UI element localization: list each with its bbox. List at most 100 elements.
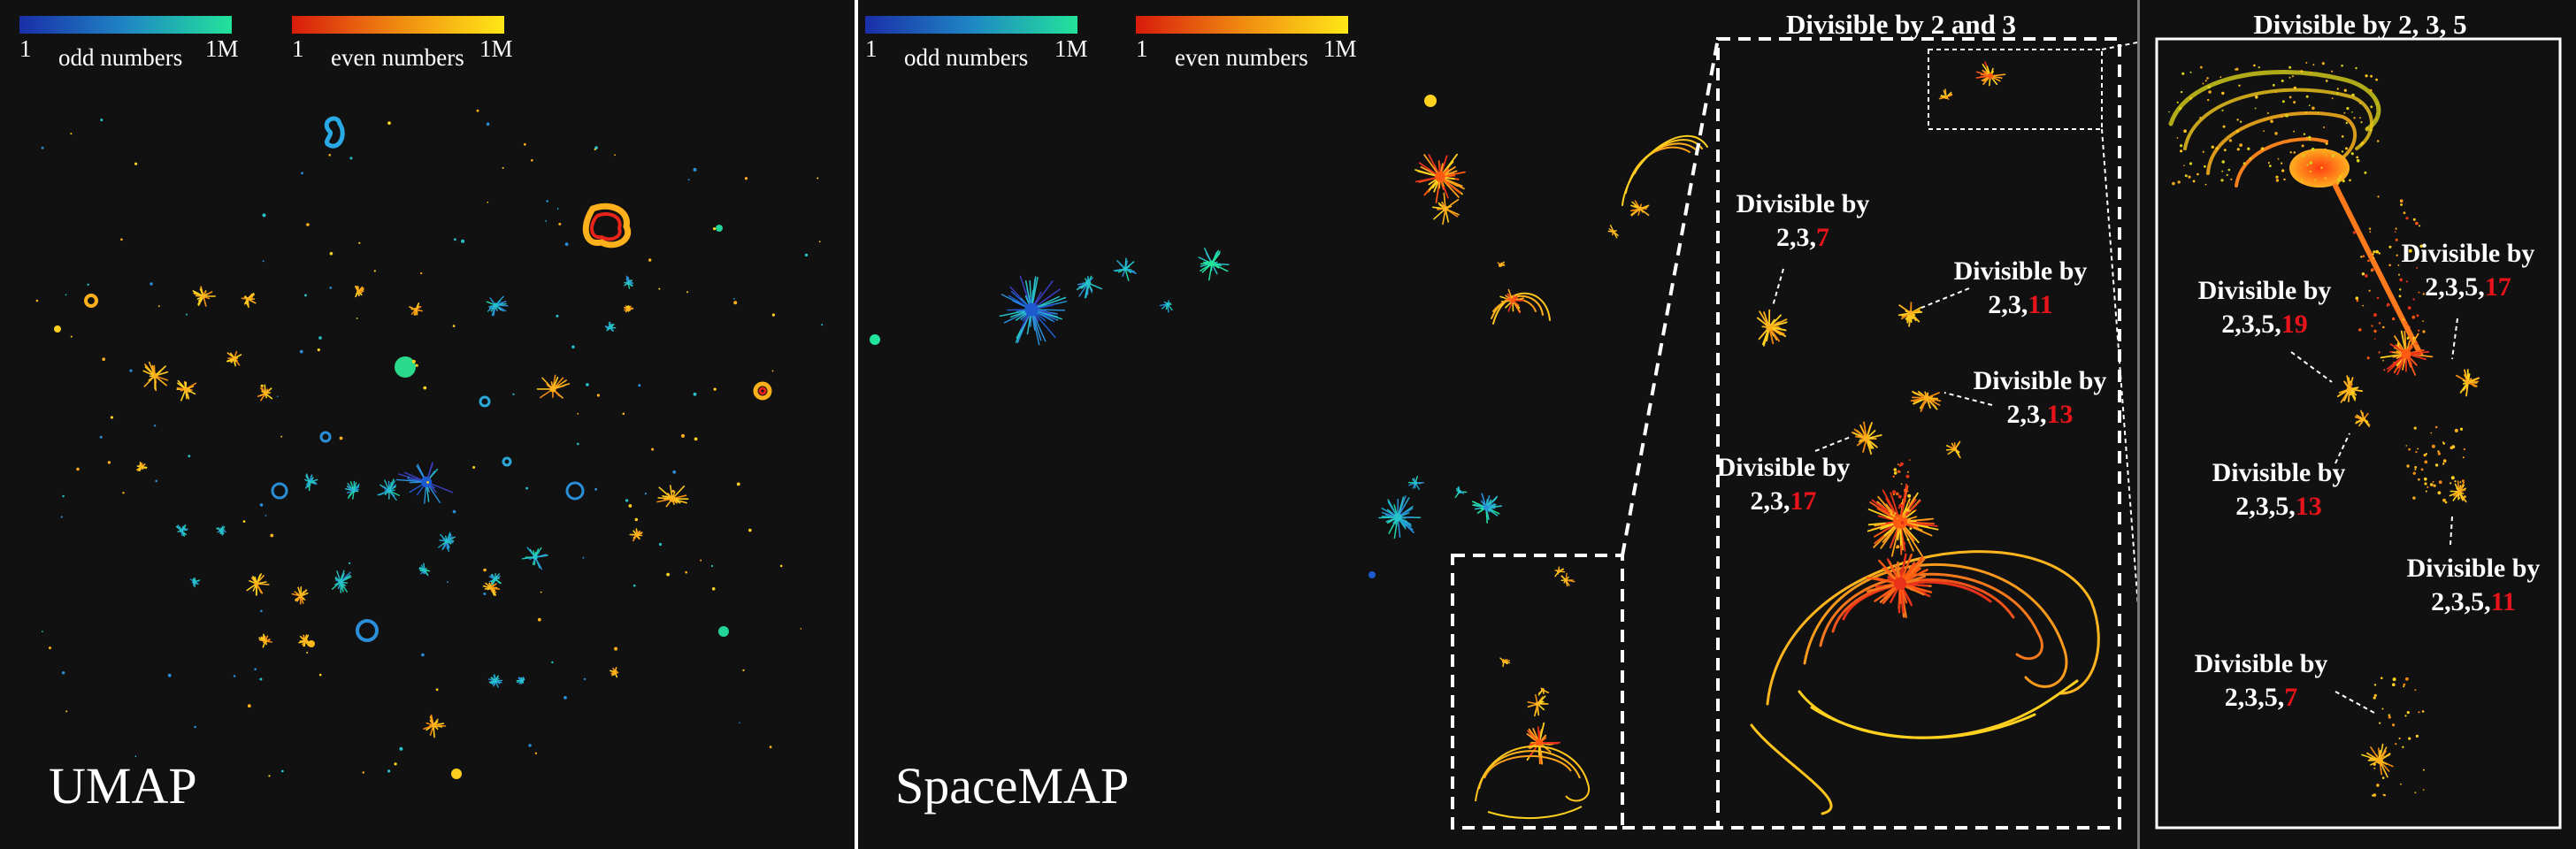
scatter-point <box>2414 342 2417 346</box>
scatter-point <box>564 696 567 700</box>
scatter-point <box>2424 477 2427 481</box>
cluster-core <box>2346 386 2353 393</box>
zoom2-shell-4 <box>2235 137 2328 187</box>
scatter-point <box>502 166 504 169</box>
scatter-point <box>2395 227 2397 230</box>
spacemap-even-name: even numbers <box>1175 44 1308 71</box>
scatter-point <box>2392 723 2396 727</box>
cluster-core <box>635 533 639 537</box>
cluster-core <box>1024 302 1039 317</box>
scatter-point <box>487 201 489 203</box>
scatter-point <box>2266 112 2269 114</box>
scatter-point <box>2301 179 2304 181</box>
scatter-point <box>2293 86 2296 89</box>
zoom1-core-cluster <box>1866 553 1933 618</box>
scatter-point <box>2366 126 2369 130</box>
scatter-point <box>339 436 343 440</box>
cluster-core <box>1863 435 1870 442</box>
scatter-point <box>2412 471 2416 475</box>
scatter-point <box>736 482 740 486</box>
scatter-point <box>2350 152 2354 156</box>
scatter-point <box>2437 452 2442 455</box>
scatter-point <box>260 609 263 613</box>
scatter-point <box>666 572 670 577</box>
scatter-point <box>452 509 456 514</box>
scatter-point <box>1906 538 1910 541</box>
scatter-point <box>571 345 575 349</box>
scatter-point <box>2239 120 2242 123</box>
scatter-point <box>2311 148 2315 151</box>
scatter-point <box>2380 768 2382 771</box>
cluster-core <box>1612 230 1615 233</box>
umap-even-cluster <box>246 573 270 596</box>
scatter-point <box>2221 170 2224 172</box>
umap-odd-cluster <box>189 577 201 588</box>
umap-even-cluster <box>423 714 447 738</box>
scatter-point <box>2208 90 2212 94</box>
scatter-point <box>2172 181 2175 186</box>
scatter-point <box>2399 278 2403 282</box>
zoom2-beam-points <box>2352 195 2426 371</box>
scatter-point <box>594 487 597 491</box>
scatter-point <box>415 363 418 367</box>
scatter-point <box>2414 466 2418 469</box>
scatter-point <box>2395 238 2398 241</box>
scatter-point <box>2375 78 2379 81</box>
scatter-point <box>2451 445 2456 449</box>
scatter-point <box>2312 64 2315 66</box>
scatter-point <box>2388 264 2391 267</box>
zoom1-annotation-13-line1: Divisible by <box>1974 366 2107 395</box>
zoom1-annotation-17-line2: 2,3,17 <box>1751 486 1817 516</box>
cluster-core <box>387 488 392 493</box>
scatter-point <box>2422 330 2426 333</box>
scatter-point <box>1900 521 1905 524</box>
cluster-core <box>1535 738 1544 747</box>
scatter-point <box>700 559 702 562</box>
scatter-point <box>2430 432 2433 434</box>
scatter-point <box>800 628 802 630</box>
scatter-point <box>2364 171 2367 174</box>
scatter-point <box>2370 74 2373 78</box>
umap-odd-cluster <box>304 473 318 492</box>
umap-even-cluster <box>192 286 216 307</box>
scatter-point <box>328 154 332 157</box>
scatter-point <box>2403 683 2406 686</box>
scatter-point <box>2371 325 2373 327</box>
spacemap-odd-cluster <box>1472 493 1502 524</box>
cluster-core <box>1458 490 1461 493</box>
cluster-core <box>1923 394 1930 402</box>
scatter-point <box>2226 173 2228 176</box>
scatter-point <box>2392 317 2396 321</box>
scatter-point <box>2200 65 2203 69</box>
umap-odd-cluster <box>624 275 634 289</box>
scatter-point <box>2422 320 2425 322</box>
scatter-point <box>2223 149 2227 152</box>
scatter-point <box>2388 245 2392 249</box>
scatter-point <box>818 241 821 243</box>
scatter-point <box>2424 460 2428 464</box>
scatter-point <box>2381 776 2385 779</box>
scatter-point <box>739 722 740 723</box>
scatter-point <box>134 755 137 757</box>
spacemap-odd-cluster <box>999 275 1068 346</box>
scatter-point <box>2395 743 2397 746</box>
scatter-point <box>2418 478 2420 481</box>
scatter-point <box>2442 459 2447 463</box>
scatter-point <box>61 671 65 675</box>
scatter-point <box>2432 481 2434 483</box>
spacemap-even-cluster <box>1499 288 1524 314</box>
scatter-point <box>2255 96 2258 99</box>
zoom2-shell-1 <box>2168 70 2381 132</box>
scatter-point <box>2343 88 2347 92</box>
scatter-point <box>2303 133 2306 135</box>
umap-clusters <box>35 109 824 777</box>
scatter-point <box>622 412 625 416</box>
scatter-point <box>711 587 716 591</box>
scatter-point <box>2405 445 2408 447</box>
scatter-point <box>242 520 246 523</box>
scatter-point <box>2421 710 2425 713</box>
scatter-point <box>2358 328 2362 332</box>
scatter-point <box>2463 447 2465 451</box>
scatter-point <box>2272 83 2275 87</box>
scatter-point <box>748 528 752 532</box>
